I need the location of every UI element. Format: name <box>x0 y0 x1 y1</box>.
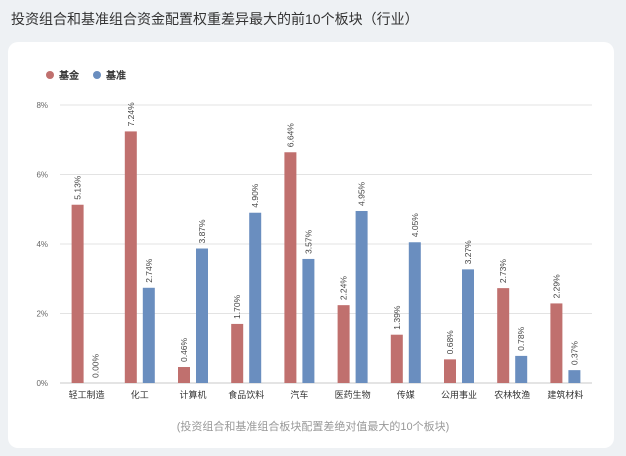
x-tick-label: 食品饮料 <box>228 389 264 400</box>
bar-fund <box>390 334 403 383</box>
bar-benchmark <box>249 212 262 383</box>
bar-benchmark <box>515 355 528 383</box>
bar-fund <box>550 303 563 383</box>
bar-fund <box>444 359 456 383</box>
chart-legend: 基金 基准 <box>46 67 126 82</box>
x-tick-label: 化工 <box>131 389 149 400</box>
data-label: 2.73% <box>498 259 508 284</box>
bar-fund <box>124 131 137 383</box>
bar-benchmark <box>196 248 208 383</box>
data-label: 5.13% <box>73 175 83 200</box>
bar-fund <box>497 288 510 383</box>
x-tick-label: 农林牧渔 <box>494 389 530 400</box>
x-tick-label: 汽车 <box>290 389 308 400</box>
data-label: 7.24% <box>126 102 136 127</box>
data-label: 0.78% <box>516 326 526 351</box>
page-title: 投资组合和基准组合资金配置权重差异最大的前10个板块（行业） <box>11 11 419 27</box>
x-tick-label: 医药生物 <box>335 389 371 400</box>
legend-item-benchmark[interactable]: 基准 <box>93 67 126 82</box>
x-tick-label: 轻工制造 <box>69 389 105 400</box>
data-label: 0.00% <box>91 353 101 378</box>
data-label: 3.27% <box>463 240 473 265</box>
bar-fund <box>231 323 244 383</box>
bar-fund <box>71 204 84 383</box>
bar-fund <box>337 305 350 383</box>
y-tick-label: 8% <box>36 101 48 110</box>
y-tick-label: 6% <box>36 171 48 180</box>
data-label: 3.57% <box>303 229 313 254</box>
bar-fund <box>284 152 297 383</box>
bar-benchmark <box>462 269 474 383</box>
bar-benchmark <box>355 210 368 383</box>
data-label: 2.29% <box>551 274 561 299</box>
bar-benchmark <box>302 258 315 383</box>
bar-benchmark <box>142 287 155 383</box>
x-tick-label: 建筑材料 <box>547 389 583 400</box>
data-label: 3.87% <box>197 219 207 244</box>
data-label: 1.70% <box>232 294 242 319</box>
data-label: 2.24% <box>339 276 349 301</box>
data-label: 4.90% <box>250 183 260 208</box>
x-tick-label: 公用事业 <box>441 389 477 400</box>
legend-label-benchmark: 基准 <box>106 71 126 82</box>
legend-label-fund: 基金 <box>59 71 79 82</box>
data-label: 0.68% <box>445 330 455 355</box>
bar-benchmark <box>408 242 421 383</box>
legend-swatch-benchmark <box>93 70 101 79</box>
y-tick-label: 0% <box>36 379 48 388</box>
legend-swatch-fund <box>46 70 54 79</box>
data-label: 1.39% <box>392 305 402 330</box>
chart-caption: (投资组合和基准组合板块配置差绝对值最大的10个板块) <box>176 421 450 433</box>
data-label: 6.64% <box>285 123 295 148</box>
data-label: 0.37% <box>569 341 579 366</box>
legend-item-fund[interactable]: 基金 <box>46 67 79 82</box>
y-tick-label: 4% <box>36 240 48 249</box>
bar-benchmark <box>568 370 581 383</box>
x-tick-label: 传媒 <box>397 389 415 400</box>
data-label: 0.46% <box>179 337 189 362</box>
data-label: 2.74% <box>144 258 154 283</box>
x-tick-label: 计算机 <box>179 389 206 400</box>
data-label: 4.05% <box>410 213 420 238</box>
data-label: 4.95% <box>357 181 367 206</box>
bar-fund <box>178 367 190 383</box>
y-tick-label: 2% <box>36 310 48 319</box>
